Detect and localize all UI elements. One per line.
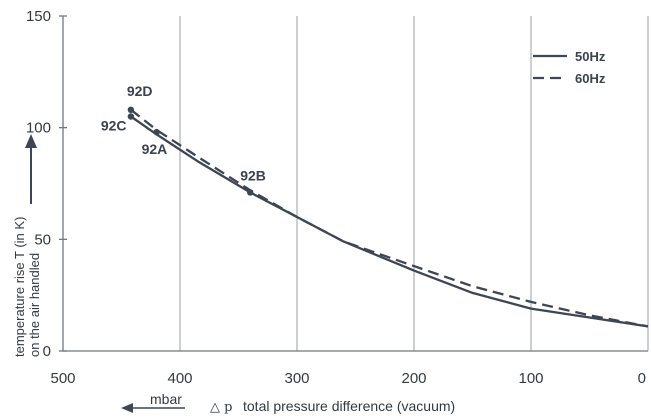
marker-92b <box>247 189 254 196</box>
grid <box>179 16 649 351</box>
series-line-50hz <box>130 115 649 328</box>
marker-92d <box>127 106 135 114</box>
series-line-60hz <box>130 108 649 328</box>
x-axis-symbol: △ p <box>210 400 232 415</box>
annotation-label-92b: 92B <box>240 167 266 183</box>
x-tick-label-300: 300 <box>284 370 309 387</box>
axes <box>59 15 648 352</box>
y-axis-label-line2: on the air handled <box>27 253 42 357</box>
x-tick-label-500: 500 <box>50 370 75 387</box>
y-axis-label-line1: temperature rise T (in K) <box>12 217 27 357</box>
marker-92a <box>153 128 160 136</box>
x-tick-label-100: 100 <box>518 370 543 387</box>
x-axis-label: total pressure difference (vacuum) <box>243 398 455 414</box>
y-tick-labels: 0 50 100 150 <box>26 8 51 360</box>
annotation-label-92a: 92A <box>142 141 168 157</box>
x-tick-label-0: 0 <box>638 370 646 387</box>
y-tick-label-150: 150 <box>26 8 51 25</box>
legend-label-50hz: 50Hz <box>575 49 606 64</box>
annotation-label-92d: 92D <box>127 83 153 99</box>
annotation-markers <box>127 106 254 196</box>
series-lines <box>130 108 649 328</box>
x-tick-label-400: 400 <box>167 370 192 387</box>
x-tick-labels: 500 400 300 200 100 0 <box>50 370 646 387</box>
legend-label-60hz: 60Hz <box>575 71 606 86</box>
y-tick-label-0: 0 <box>43 343 51 360</box>
y-tick-label-100: 100 <box>26 120 51 137</box>
y-tick-label-50: 50 <box>34 231 51 248</box>
x-axis-unit: mbar <box>150 391 182 407</box>
annotation-labels: 92D 92C 92A 92B <box>101 83 266 184</box>
y-axis-label: temperature rise T (in K) on the air han… <box>12 217 42 357</box>
x-axis-arrow-icon <box>121 403 185 413</box>
annotation-label-92c: 92C <box>101 118 127 134</box>
marker-92c <box>127 113 135 120</box>
legend: 50Hz 60Hz <box>533 49 606 86</box>
x-tick-label-200: 200 <box>401 370 426 387</box>
y-axis-arrow-icon <box>25 134 37 204</box>
